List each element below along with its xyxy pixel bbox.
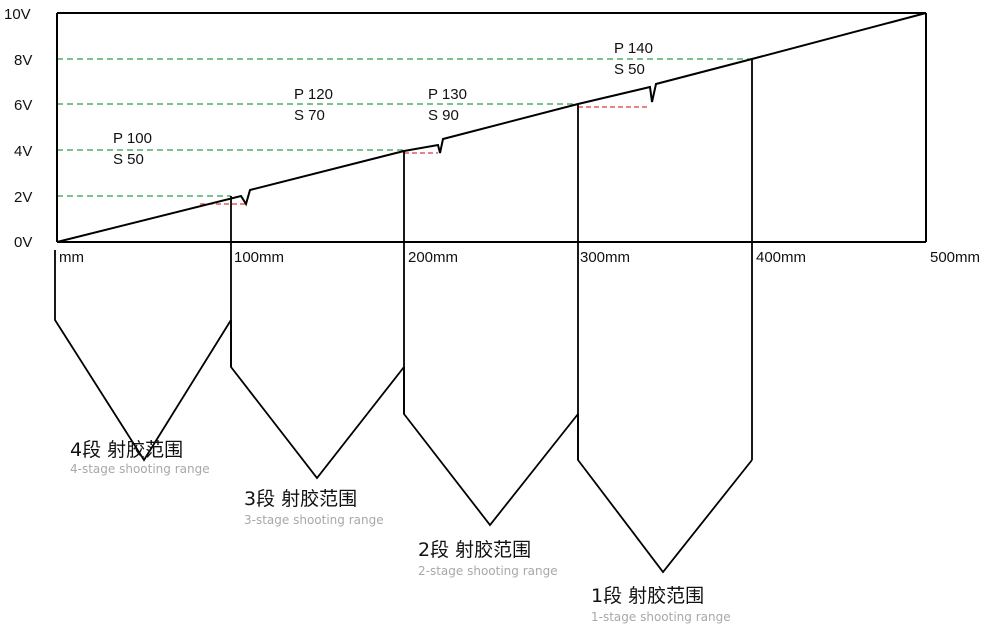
range-shape-4 [54, 250, 232, 462]
axes [56, 12, 927, 243]
stage-1-speed: S 50 [614, 61, 645, 78]
y-tick-10v: 10V [4, 6, 31, 23]
x-tick-500mm: 500mm [930, 249, 980, 266]
range-3-sublabel: 3-stage shooting range [244, 513, 384, 527]
range-4-sublabel: 4-stage shooting range [70, 462, 210, 476]
drop-markers [200, 106, 650, 205]
x-tick-200mm: 200mm [408, 249, 458, 266]
range-shape-3 [230, 320, 405, 480]
y-tick-0v: 0V [14, 234, 32, 251]
stage-1-pressure: P 140 [614, 40, 653, 57]
range-shape-2 [403, 367, 579, 527]
y-tick-4v: 4V [14, 143, 32, 160]
range-shape-1 [577, 414, 753, 574]
stage-3-speed: S 70 [294, 107, 325, 124]
y-tick-6v: 6V [14, 97, 32, 114]
voltage-ramp-line [56, 12, 927, 243]
stage-4-speed: S 50 [113, 151, 144, 168]
range-2-sublabel: 2-stage shooting range [418, 564, 558, 578]
range-4-label: 4段 射胶范围 [70, 439, 183, 461]
stage-2-speed: S 90 [428, 107, 459, 124]
x-tick-100mm: 100mm [234, 249, 284, 266]
stage-4-pressure: P 100 [113, 130, 152, 147]
range-1-label: 1段 射胶范围 [591, 585, 704, 607]
stage-3-pressure: P 120 [294, 86, 333, 103]
stage-2-pressure: P 130 [428, 86, 467, 103]
x-tick-400mm: 400mm [756, 249, 806, 266]
range-shapes [54, 250, 753, 574]
range-1-sublabel: 1-stage shooting range [591, 610, 731, 624]
x-tick-300mm: 300mm [580, 249, 630, 266]
voltage-guides [57, 58, 752, 197]
range-2-label: 2段 射胶范围 [418, 539, 531, 561]
y-tick-8v: 8V [14, 52, 32, 69]
range-3-label: 3段 射胶范围 [244, 488, 357, 510]
x-tick-mm: mm [59, 249, 84, 266]
y-tick-2v: 2V [14, 189, 32, 206]
